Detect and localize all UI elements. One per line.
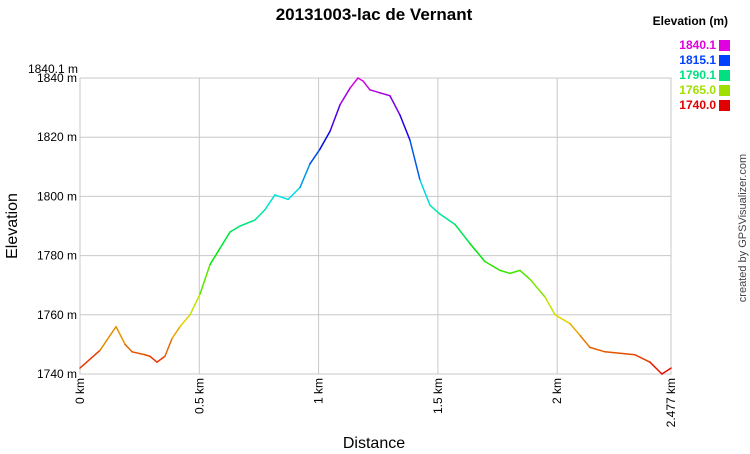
elevation-segment xyxy=(604,351,621,355)
elevation-segment xyxy=(379,92,391,97)
elevation-segment xyxy=(429,204,441,215)
elevation-segment xyxy=(661,367,672,375)
elevation-segment xyxy=(454,223,471,245)
elevation-segment xyxy=(179,314,191,328)
x-tick-label: 2 km xyxy=(550,378,564,404)
x-tick-label: 2.477 km xyxy=(664,378,678,427)
elevation-segment xyxy=(239,219,256,227)
elevation-segment xyxy=(554,314,571,325)
legend-label: 1815.1 xyxy=(679,53,716,67)
elevation-segment xyxy=(219,231,231,249)
elevation-segment xyxy=(569,322,581,337)
elevation-segment xyxy=(264,194,276,211)
watermark: created by GPSVisualizer.com xyxy=(737,154,749,302)
elevation-segment xyxy=(634,354,651,363)
legend-label: 1790.1 xyxy=(679,68,716,82)
elevation-segment xyxy=(287,186,301,201)
elevation-segment xyxy=(357,77,364,82)
elevation-segment xyxy=(115,325,126,346)
elevation-segment xyxy=(329,103,341,133)
elevation-segment xyxy=(529,278,546,298)
x-tick-label: 0.5 km xyxy=(192,378,206,414)
elevation-segment xyxy=(409,139,421,181)
elevation-segment xyxy=(419,179,431,207)
elevation-segment xyxy=(144,354,151,357)
y-tick-label: 1740 m xyxy=(37,367,77,381)
elevation-segment xyxy=(319,130,331,150)
elevation-segment xyxy=(649,361,663,375)
x-tick-label: 1.5 km xyxy=(431,378,445,414)
plot-border xyxy=(79,77,672,375)
elevation-segment xyxy=(254,208,266,221)
elevation-segment xyxy=(339,87,351,106)
elevation-segment xyxy=(229,225,241,233)
elevation-line xyxy=(79,77,672,375)
elevation-segment xyxy=(309,148,321,165)
elevation-segment xyxy=(589,346,606,353)
elevation-segment xyxy=(389,95,401,116)
y-tick-label: 1840 m xyxy=(37,71,77,85)
elevation-segment xyxy=(209,247,221,266)
legend-swatch xyxy=(719,70,730,81)
elevation-segment xyxy=(131,351,146,356)
elevation-segment xyxy=(399,114,411,141)
elevation-segment xyxy=(439,213,456,226)
legend-label: 1740.0 xyxy=(679,98,716,112)
elevation-segment xyxy=(349,77,359,89)
tick-labels: 1740 m 1760 m 1780 m 1800 m 1820 m 1840 m 0 km… xyxy=(37,71,678,427)
elevation-segment xyxy=(369,89,381,94)
elevation-segment xyxy=(156,355,166,363)
legend-swatch xyxy=(719,40,730,51)
y-tick-label: 1760 m xyxy=(37,308,77,322)
max-elevation-label: 1840.1 m xyxy=(28,62,78,76)
grid xyxy=(79,77,672,375)
legend-swatch xyxy=(719,100,730,111)
x-tick-label: 0 km xyxy=(73,378,87,404)
legend-label: 1840.1 xyxy=(679,38,716,52)
elevation-segment xyxy=(149,355,158,363)
y-tick-label: 1780 m xyxy=(37,249,77,263)
elevation-segment xyxy=(469,243,486,263)
x-axis-label: Distance xyxy=(343,435,405,452)
elevation-segment xyxy=(79,349,101,369)
elevation-segment xyxy=(189,293,201,316)
elevation-segment xyxy=(199,263,211,295)
elevation-segment xyxy=(619,352,636,356)
legend-title: Elevation (m) xyxy=(653,14,728,28)
x-tick-label: 1 km xyxy=(312,378,326,404)
elevation-segment xyxy=(99,325,117,352)
elevation-segment xyxy=(171,325,181,340)
elevation-segment xyxy=(124,343,133,353)
elevation-segment xyxy=(299,163,311,189)
legend-swatch xyxy=(719,85,730,96)
elevation-segment xyxy=(499,269,511,275)
elevation-segment xyxy=(509,269,521,275)
elevation-segment xyxy=(362,80,371,91)
y-tick-label: 1800 m xyxy=(37,189,77,203)
legend-label: 1765.0 xyxy=(679,83,716,97)
chart-title: 20131003-lac de Vernant xyxy=(276,5,473,24)
elevation-segment xyxy=(579,334,591,349)
elevation-segment xyxy=(544,296,556,316)
legend-swatch xyxy=(719,55,730,66)
elevation-segment xyxy=(484,260,501,272)
elevation-segment xyxy=(274,194,289,201)
elevation-segment xyxy=(164,337,173,357)
elevation-segment xyxy=(519,269,531,281)
y-axis-label: Elevation xyxy=(4,193,21,259)
y-tick-label: 1820 m xyxy=(37,130,77,144)
